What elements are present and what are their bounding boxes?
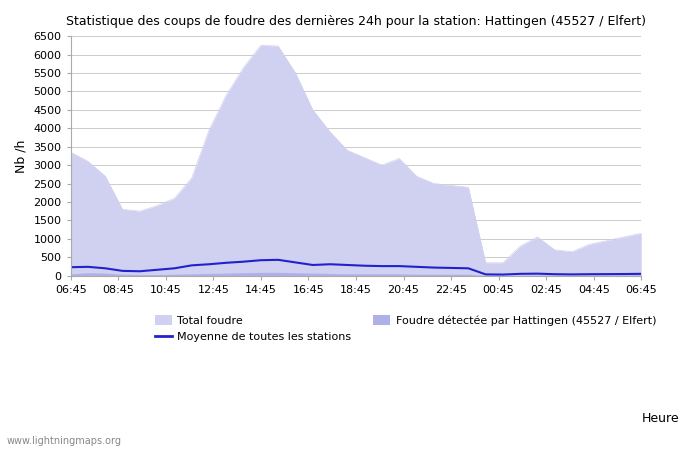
Text: Heure: Heure (641, 412, 679, 425)
Title: Statistique des coups de foudre des dernières 24h pour la station: Hattingen (45: Statistique des coups de foudre des dern… (66, 15, 646, 28)
Text: www.lightningmaps.org: www.lightningmaps.org (7, 436, 122, 446)
Legend: Total foudre, Moyenne de toutes les stations, Foudre détectée par Hattingen (455: Total foudre, Moyenne de toutes les stat… (150, 311, 661, 347)
Y-axis label: Nb /h: Nb /h (15, 139, 28, 173)
